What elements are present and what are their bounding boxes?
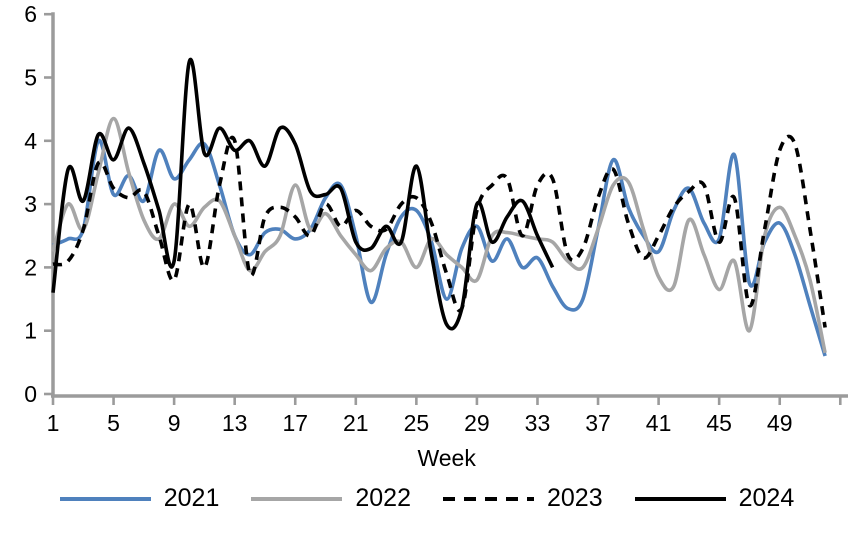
- series-line-2023: [52, 134, 827, 328]
- y-tick-label: 2: [24, 254, 37, 280]
- x-axis-title: Week: [417, 445, 476, 471]
- chart-legend: 2021 2022 2023 2024: [0, 486, 852, 511]
- legend-item-2021: 2021: [58, 484, 220, 512]
- series-line-2021: [52, 138, 827, 357]
- y-tick-label: 5: [24, 65, 37, 91]
- x-tick-label: 45: [706, 410, 732, 436]
- legend-item-2024: 2024: [633, 484, 795, 512]
- x-tick-label: 37: [585, 410, 611, 436]
- x-tick-label: 1: [47, 410, 60, 436]
- x-tick-label: 49: [767, 410, 793, 436]
- legend-swatch-2022-icon: [251, 496, 343, 501]
- legend-label-2023: 2023: [547, 484, 603, 512]
- legend-swatch-2023-icon: [443, 496, 534, 501]
- legend-swatch-2024-icon: [634, 496, 726, 501]
- y-tick-label: 1: [24, 318, 37, 344]
- x-tick-label: 5: [107, 410, 120, 436]
- legend-item-2023: 2023: [441, 486, 603, 511]
- legend-label-2024: 2024: [738, 484, 795, 512]
- x-tick-label: 21: [343, 410, 369, 436]
- legend-label-2022: 2022: [355, 484, 411, 512]
- x-tick-label: 41: [646, 410, 672, 436]
- x-tick-label: 33: [525, 410, 551, 436]
- x-tick-label: 9: [168, 410, 181, 436]
- legend-swatch-2021-icon: [59, 496, 151, 501]
- x-tick-label: 17: [282, 410, 308, 436]
- y-tick-label: 0: [24, 381, 37, 407]
- x-tick-label: 13: [222, 410, 248, 436]
- chart-area: 0 1 2 3 4 5 6 1 5 9 13 17 21 25 29 33 37 41 45 49 Week: [24, 1, 848, 471]
- x-tick-label: 29: [464, 410, 490, 436]
- series-line-2022: [51, 116, 827, 354]
- y-tick-label: 3: [24, 191, 37, 217]
- y-tick-label: 4: [24, 128, 37, 154]
- series-line-2024: [51, 57, 555, 331]
- legend-item-2022: 2022: [249, 486, 411, 511]
- legend-label-2021: 2021: [163, 484, 220, 512]
- y-tick-label: 6: [24, 1, 37, 27]
- x-tick-label: 25: [404, 410, 430, 436]
